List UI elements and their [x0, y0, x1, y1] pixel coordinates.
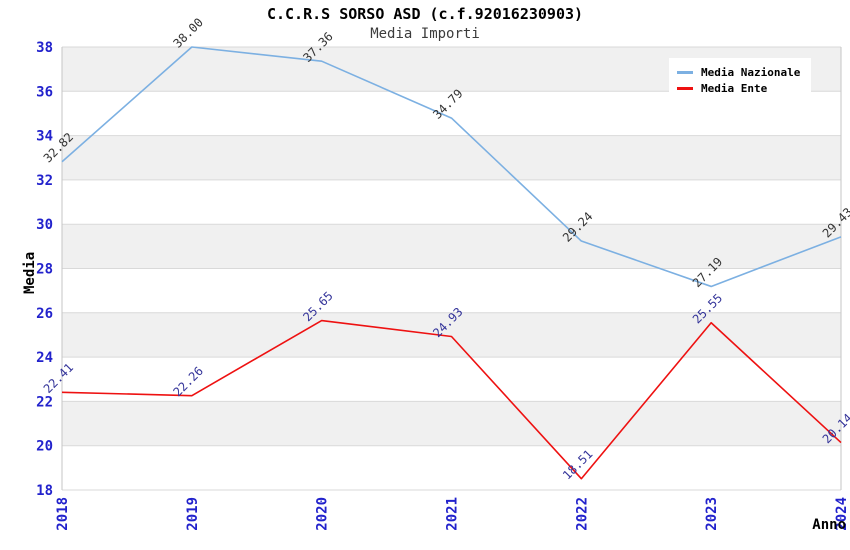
legend-item-media-ente: Media Ente — [677, 80, 807, 96]
series-lines — [61, 46, 842, 480]
point-label: 38.00 — [171, 15, 206, 50]
grid-band — [62, 135, 841, 180]
plot-border — [61, 47, 842, 490]
y-tick-label: 18 — [36, 483, 53, 499]
x-tick-label: 2020 — [315, 497, 331, 531]
grid-bands — [62, 47, 841, 446]
y-tick-label: 30 — [36, 217, 53, 233]
legend-label-ente: Media Ente — [701, 81, 768, 95]
y-tick-label: 32 — [36, 173, 53, 189]
x-tick-label: 2019 — [185, 497, 201, 531]
x-axis-title: Anno — [812, 517, 846, 533]
y-tick-labels: 18 20 22 24 26 28 30 32 34 36 38 — [36, 40, 53, 499]
grid-band — [62, 224, 841, 269]
x-tick-label: 2023 — [704, 497, 720, 531]
y-tick-label: 22 — [36, 394, 53, 410]
chart-title: C.C.R.S SORSO ASD (c.f.92016230903) — [266, 5, 584, 23]
grid-band — [62, 401, 841, 446]
x-tick-labels: 2018 2019 2020 2021 2022 2023 2024 — [55, 497, 850, 531]
x-tick-label: 2024 — [834, 497, 850, 531]
x-tick-label: 2022 — [574, 497, 590, 531]
legend-item-media-nazionale: Media Nazionale — [677, 64, 807, 80]
x-tick-label: 2021 — [445, 497, 461, 531]
y-tick-label: 20 — [36, 439, 53, 455]
y-tick-label: 24 — [36, 350, 53, 366]
gridlines — [62, 46, 841, 491]
series-line-media-ente — [61, 319, 842, 480]
y-tick-label: 28 — [36, 262, 53, 278]
y-tick-label: 38 — [36, 40, 53, 56]
legend-swatch-ente-icon — [677, 86, 693, 90]
point-label: 22.26 — [171, 364, 206, 399]
legend-label-nazionale: Media Nazionale — [701, 65, 801, 79]
y-tick-label: 26 — [36, 306, 53, 322]
legend-swatch-nazionale-icon — [677, 70, 693, 74]
legend: Media Nazionale Media Ente — [669, 58, 811, 102]
x-tick-label: 2018 — [55, 497, 71, 531]
grid-band — [62, 312, 841, 358]
point-label: 18.51 — [560, 447, 595, 482]
chart-subtitle: Media Importi — [370, 26, 480, 42]
y-tick-label: 34 — [36, 129, 53, 145]
y-tick-label: 36 — [36, 84, 53, 100]
y-axis-title: Media — [22, 252, 38, 294]
series-line-media-nazionale — [61, 46, 842, 288]
point-label: 29.43 — [820, 205, 850, 240]
